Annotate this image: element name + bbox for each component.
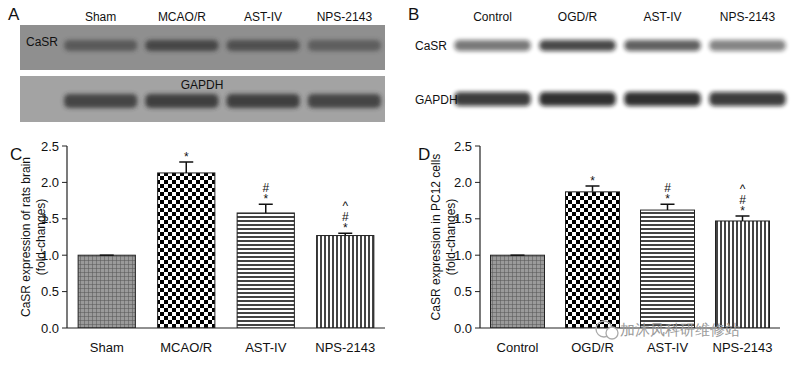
x-axis	[67, 327, 385, 328]
panel-letter: B	[408, 5, 419, 24]
tick-label: 0.5	[454, 284, 472, 299]
y-axis	[479, 146, 480, 328]
significance-mark: *	[184, 150, 189, 164]
category-label: AST-IV	[647, 340, 689, 355]
tick	[475, 146, 480, 147]
lane-label: AST-IV	[244, 10, 282, 24]
bar	[491, 255, 545, 328]
tick	[475, 218, 480, 219]
category-label: OGD/R	[571, 340, 614, 355]
error-bar	[100, 254, 114, 256]
y-axis	[66, 146, 67, 328]
figure: A Sham MCAO/R AST-IV NPS-2143 CaSR GAPDH B Contr…	[0, 0, 804, 365]
row-label: CaSR	[415, 39, 447, 53]
row-label: GAPDH	[415, 93, 458, 107]
blot-band	[308, 94, 381, 108]
blot-background	[20, 25, 385, 70]
category-label: AST-IV	[245, 340, 287, 355]
blot-band	[227, 94, 300, 108]
bar	[716, 221, 770, 328]
category-label: NPS-2143	[315, 340, 375, 355]
tick	[475, 255, 480, 256]
significance-mark: *	[665, 192, 670, 206]
plot-area	[78, 162, 374, 328]
significance-mark: *	[590, 174, 595, 188]
tick-label: 1.0	[454, 248, 472, 263]
blot-band	[145, 94, 218, 108]
category-label: MCAO/R	[160, 340, 212, 355]
tick-label: 1.0	[41, 248, 59, 263]
blot-band	[64, 94, 137, 108]
bar	[566, 192, 620, 328]
plot-area	[491, 186, 770, 328]
blot-band	[145, 40, 218, 51]
watermark-text: 加沐风科研维修站	[620, 321, 740, 338]
tick	[475, 328, 480, 329]
error-bar	[511, 254, 525, 256]
blot-band	[709, 40, 786, 51]
watermark-icon	[606, 327, 618, 339]
tick	[62, 328, 67, 329]
watermark: 加沐风科研维修站	[596, 321, 740, 339]
blot-band	[64, 40, 137, 51]
tick	[62, 255, 67, 256]
axis-title: (fold-changes)	[444, 199, 458, 276]
blot-band	[454, 40, 531, 51]
axis-title: (fold-changes)	[34, 199, 48, 276]
lane-label: Sham	[85, 10, 116, 24]
tick-label: 1.5	[454, 211, 472, 226]
blot-band	[624, 92, 701, 106]
panel-letter: A	[8, 5, 20, 24]
blot-band	[539, 40, 616, 51]
tick	[62, 218, 67, 219]
tick-label: 2.5	[454, 139, 472, 154]
tick-label: 2.5	[41, 139, 59, 154]
bar	[237, 213, 294, 328]
tick	[62, 182, 67, 183]
tick-label: 0.5	[41, 284, 59, 299]
lane-label: OGD/R	[558, 10, 598, 24]
tick	[475, 182, 480, 183]
bar	[641, 210, 695, 328]
bar	[78, 255, 135, 328]
blot-background	[20, 76, 385, 122]
lane-label: NPS-2143	[720, 10, 776, 24]
lane-label: Control	[473, 10, 512, 24]
tick	[62, 291, 67, 292]
tick-label: 1.5	[41, 211, 59, 226]
blot-band	[454, 92, 531, 106]
lane-label: MCAO/R	[158, 10, 206, 24]
row-label: CaSR	[26, 35, 58, 49]
category-label: NPS-2143	[713, 340, 773, 355]
significance-mark: *	[343, 221, 348, 235]
axis-title: CaSR expression of rats brain	[19, 157, 33, 317]
lane-label: AST-IV	[643, 10, 681, 24]
blot-band	[308, 40, 381, 51]
tick	[475, 291, 480, 292]
bar	[317, 236, 374, 328]
blot-band	[539, 92, 616, 106]
lane-label: NPS-2143	[317, 10, 373, 24]
tick-label: 0.0	[454, 321, 472, 336]
category-label: Sham	[90, 340, 124, 355]
significance-mark: *	[740, 204, 745, 218]
significance-mark: *	[263, 192, 268, 206]
bar	[158, 173, 215, 328]
category-label: Control	[497, 340, 539, 355]
tick-label: 2.0	[41, 175, 59, 190]
tick-label: 2.0	[454, 175, 472, 190]
blot-band	[624, 40, 701, 51]
tick	[62, 146, 67, 147]
blot-band	[709, 92, 786, 106]
axis-title: CaSR expression in PC12 cells	[429, 154, 443, 321]
row-label: GAPDH	[181, 78, 224, 92]
tick-label: 0.0	[41, 321, 59, 336]
blot-band	[227, 40, 300, 51]
